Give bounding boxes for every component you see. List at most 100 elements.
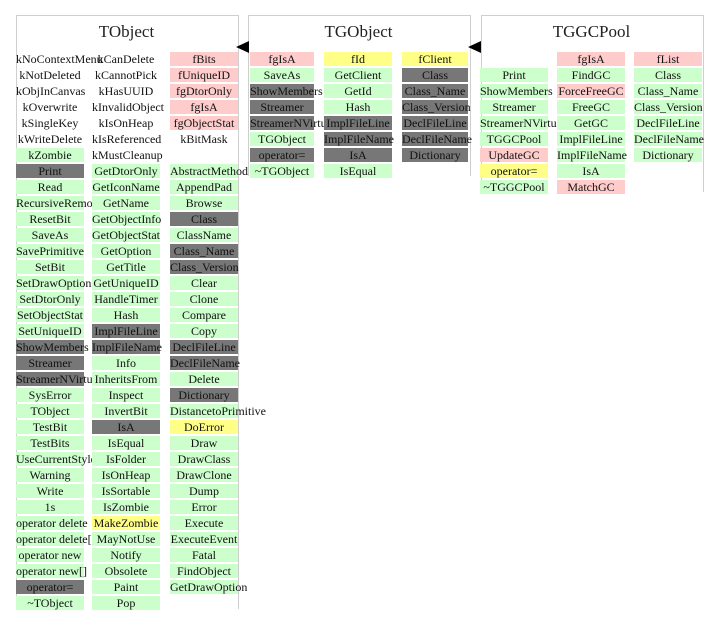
member-cell: kZombie: [16, 148, 84, 162]
member-cell: Compare: [170, 308, 238, 322]
member-cell: ImplFileLine: [92, 324, 160, 338]
member-cell: GetUniqueID: [92, 276, 160, 290]
member-cell: MakeZombie: [92, 516, 160, 530]
member-cell: operator=: [480, 164, 548, 178]
member-cell: operator delete: [16, 516, 88, 530]
member-cell: fgIsA: [250, 52, 314, 66]
member-cell: DoError: [170, 420, 238, 434]
member-cell: AbstractMethod: [170, 164, 248, 178]
member-cell: Inspect: [92, 388, 160, 402]
member-cell: Obsolete: [92, 564, 160, 578]
member-cell: SaveAs: [16, 228, 84, 242]
member-cell: ImplFileLine: [557, 132, 625, 146]
member-cell: MatchGC: [557, 180, 625, 194]
member-cell: RecursiveRemove: [16, 196, 104, 210]
member-cell: ImplFileName: [92, 340, 162, 354]
member-cell: Dump: [170, 484, 238, 498]
member-cell: InheritsFrom: [92, 372, 160, 386]
member-cell: kWriteDelete: [17, 132, 83, 146]
class-title: TGGCPool: [552, 22, 631, 41]
member-cell: Class_Name: [170, 244, 238, 258]
member-cell: Paint: [92, 580, 160, 594]
member-cell: ImplFileName: [324, 132, 394, 146]
member-cell: kCannotPick: [95, 68, 157, 82]
member-cell: SetObjectStat: [16, 308, 84, 322]
member-cell: GetDrawOption: [170, 580, 248, 594]
member-cell: fgIsA: [557, 52, 625, 66]
member-cell: GetId: [324, 84, 392, 98]
member-cell: Delete: [170, 372, 238, 386]
member-cell: ImplFileLine: [324, 116, 392, 130]
member-cell: Notify: [92, 548, 160, 562]
member-cell: kOverwrite: [22, 100, 78, 114]
member-cell: GetName: [92, 196, 160, 210]
member-cell: GetTitle: [92, 260, 160, 274]
member-cell: DistancetoPrimitive: [170, 404, 266, 418]
member-cell: IsOnHeap: [92, 468, 160, 482]
member-cell: GetObjectInfo: [92, 212, 162, 226]
member-cell: ~TObject: [16, 596, 84, 610]
member-cell: ResetBit: [16, 212, 84, 226]
member-cell: kMustCleanup: [92, 148, 163, 162]
member-cell: Clear: [170, 276, 238, 290]
member-cell: Warning: [16, 468, 84, 482]
member-cell: AppendPad: [170, 180, 238, 194]
member-cell: Hash: [324, 100, 392, 114]
member-cell: kCanDelete: [97, 52, 155, 66]
member-cell: SetBit: [16, 260, 84, 274]
member-cell: kNotDeleted: [19, 68, 81, 82]
member-cell: ImplFileName: [557, 148, 627, 162]
member-cell: operator delete[]: [16, 532, 96, 546]
member-cell: IsSortable: [92, 484, 160, 498]
member-cell: Streamer: [16, 356, 84, 370]
member-cell: Class: [170, 212, 238, 226]
member-cell: Hash: [92, 308, 160, 322]
member-cell: DeclFileLine: [634, 116, 702, 130]
member-cell: DeclFileLine: [402, 116, 468, 130]
member-cell: kObjInCanvas: [16, 84, 86, 98]
member-cell: Pop: [92, 596, 160, 610]
member-cell: IsA: [92, 420, 160, 434]
member-cell: TGObject: [250, 132, 314, 146]
member-cell: Print: [16, 164, 84, 178]
member-cell: kNoContextMenu: [16, 52, 103, 66]
member-cell: SetDtorOnly: [16, 292, 84, 306]
member-cell: SaveAs: [250, 68, 314, 82]
member-cell: SetDrawOption: [16, 276, 92, 290]
member-cell: StreamerNVirtual: [250, 116, 336, 130]
member-cell: IsA: [557, 164, 625, 178]
member-cell: DeclFileName: [634, 132, 704, 146]
member-cell: FreeGC: [557, 100, 625, 114]
member-cell: ShowMembers: [16, 340, 89, 354]
member-cell: Dictionary: [402, 148, 468, 162]
member-cell: Clone: [170, 292, 238, 306]
member-cell: Browse: [170, 196, 238, 210]
member-cell: kHasUUID: [98, 84, 154, 98]
member-cell: 1s: [16, 500, 84, 514]
member-cell: kIsReferenced: [92, 132, 162, 146]
member-cell: Class_Version: [402, 100, 471, 114]
class-title: TObject: [98, 22, 155, 41]
member-cell: ~TGObject: [250, 164, 314, 178]
member-cell: Write: [16, 484, 84, 498]
member-cell: Class_Version: [170, 260, 239, 274]
member-cell: StreamerNVirtual: [480, 116, 566, 130]
member-cell: ShowMembers: [480, 84, 553, 98]
member-cell: fId: [324, 52, 392, 66]
member-cell: IsFolder: [92, 452, 160, 466]
member-cell: Print: [480, 68, 548, 82]
member-cell: InvertBit: [92, 404, 160, 418]
member-cell: Class_Name: [634, 84, 702, 98]
member-cell: UseCurrentStyle: [16, 452, 96, 466]
member-cell: Info: [92, 356, 160, 370]
member-cell: ClassName: [170, 228, 238, 242]
member-cell: kBitMask: [180, 132, 228, 146]
member-cell: fBits: [170, 52, 238, 66]
member-cell: fUniqueID: [170, 68, 238, 82]
member-cell: TestBit: [16, 420, 84, 434]
member-cell: SetUniqueID: [16, 324, 84, 338]
member-cell: [170, 148, 238, 162]
member-cell: DeclFileName: [170, 356, 240, 370]
class-title: TGObject: [324, 22, 393, 41]
member-cell: fgIsA: [170, 100, 238, 114]
